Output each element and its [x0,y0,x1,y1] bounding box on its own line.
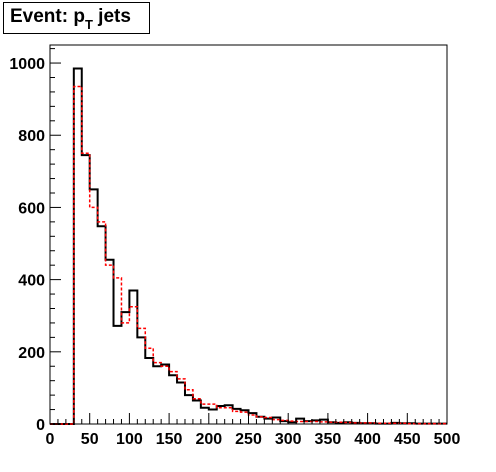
x-tick-label: 50 [81,431,99,448]
y-tick-label: 1000 [9,56,45,73]
x-tick-label: 150 [156,431,183,448]
y-tick-label: 800 [18,128,45,145]
x-tick-label: 100 [116,431,143,448]
x-tick-label: 300 [275,431,302,448]
axis-layer: 0 50 100 150 200 250 300 350 400 450 500 0 200 400 600… [9,48,461,448]
title-subscript: T [84,17,93,32]
plot-frame [49,44,448,425]
x-tick-label: 500 [434,431,461,448]
histogram-series-dashed [50,85,447,425]
x-tick-label: 450 [394,431,421,448]
x-tick-label: 400 [354,431,381,448]
y-tick-label: 600 [18,200,45,217]
title-prefix: Event: p [10,6,85,27]
x-tick-label: 250 [235,431,262,448]
chart-title: Event: pT jets [3,2,150,34]
y-tick-label: 400 [18,273,45,290]
y-tick-label: 200 [18,345,45,362]
x-tick-label: 350 [315,431,342,448]
title-suffix: jets [92,6,131,27]
x-tick-label: 200 [195,431,222,448]
x-tick-label: 0 [46,431,55,448]
y-tick-label: 0 [36,417,45,434]
